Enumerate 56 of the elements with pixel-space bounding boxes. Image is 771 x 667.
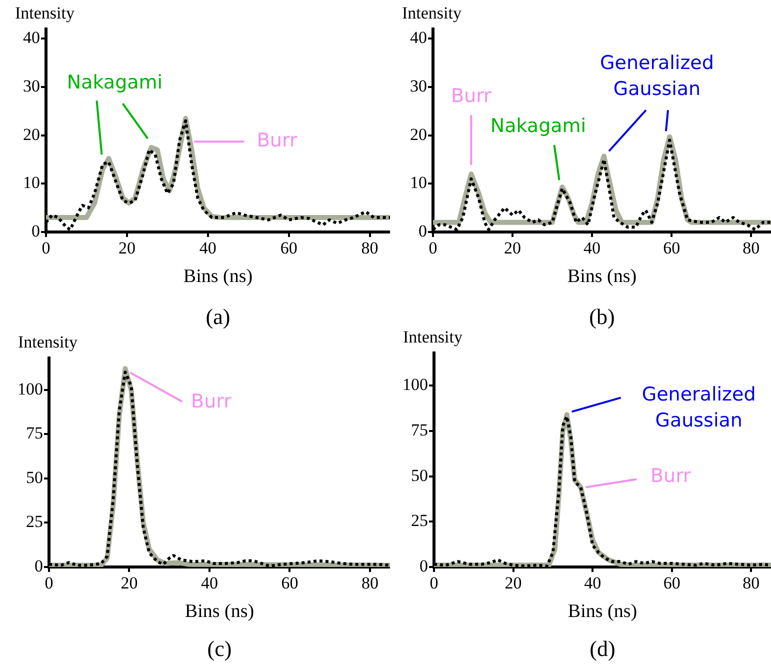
x-tick-label: 20 xyxy=(118,238,136,258)
text: (a) xyxy=(206,304,230,329)
y-axis-title: Intensity xyxy=(18,332,78,352)
y-tick-label: 0 xyxy=(418,221,427,240)
x-tick-label: 80 xyxy=(742,574,760,593)
x-tick-label: 80 xyxy=(361,574,378,593)
y-tick-label: 0 xyxy=(32,221,40,240)
y-axis-title: Intensity xyxy=(403,327,463,346)
text: (b) xyxy=(589,304,615,329)
y-tick-label: 25 xyxy=(411,511,428,530)
y-axis-title: Intensity xyxy=(402,3,462,22)
y-tick-label: 40 xyxy=(23,28,40,48)
annotation: Nakagami xyxy=(490,114,586,137)
y-tick-label: 30 xyxy=(410,76,427,96)
x-axis-title: Bins (ns) xyxy=(568,600,638,622)
x-tick-label: 60 xyxy=(663,574,680,593)
annotation: Burr xyxy=(256,130,298,152)
y-tick-label: 10 xyxy=(410,173,427,192)
x-tick-label: 40 xyxy=(584,574,602,593)
y-tick-label: 25 xyxy=(26,512,43,532)
y-tick-label: 75 xyxy=(411,420,428,440)
y-tick-label: 30 xyxy=(23,76,40,96)
text: (d) xyxy=(590,636,616,661)
x-tick-label: 60 xyxy=(280,238,298,258)
x-axis-title: Bins (ns) xyxy=(567,266,637,287)
y-tick-label: 0 xyxy=(420,556,428,576)
x-axis-title: Bins (ns) xyxy=(184,600,254,622)
y-tick-label: 20 xyxy=(410,124,427,144)
x-tick-label: 80 xyxy=(361,238,378,258)
x-tick-label: 20 xyxy=(504,238,522,258)
annotation: Burr xyxy=(191,390,232,413)
text: (c) xyxy=(207,636,232,661)
x-axis-title: Bins (ns) xyxy=(183,266,253,287)
y-tick-label: 100 xyxy=(402,375,428,394)
y-tick-label: 100 xyxy=(18,379,43,398)
y-tick-label: 50 xyxy=(411,466,428,485)
y-tick-label: 75 xyxy=(26,424,43,443)
x-tick-label: 60 xyxy=(281,574,298,593)
y-axis-title: Intensity xyxy=(15,3,75,22)
x-tick-label: 20 xyxy=(120,574,138,593)
x-tick-label: 60 xyxy=(663,238,680,258)
x-tick-label: 40 xyxy=(200,574,218,593)
x-tick-label: 80 xyxy=(742,238,760,258)
y-tick-label: 40 xyxy=(410,28,427,48)
annotation: Nakagami xyxy=(66,71,163,94)
annotation: Burr xyxy=(450,84,492,107)
annotation: Burr xyxy=(650,465,692,488)
x-tick-label: 20 xyxy=(504,574,522,593)
y-tick-label: 0 xyxy=(34,556,43,576)
annotation: Generalized Gaussian xyxy=(600,52,714,100)
x-tick-label: 40 xyxy=(584,238,601,258)
x-tick-label: 40 xyxy=(199,238,216,258)
y-tick-label: 50 xyxy=(26,468,43,487)
y-tick-label: 10 xyxy=(23,173,40,192)
annotation: Generalized Gaussian xyxy=(642,384,756,432)
y-tick-label: 20 xyxy=(23,124,40,144)
